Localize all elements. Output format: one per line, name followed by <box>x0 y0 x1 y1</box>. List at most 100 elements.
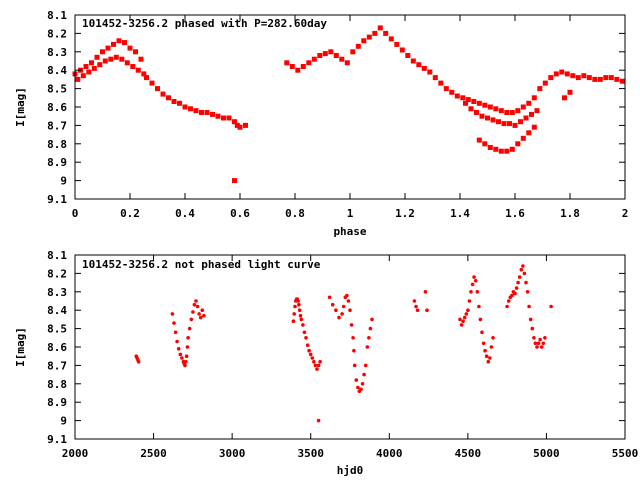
phased-data-point <box>471 99 477 104</box>
unphased-data-point <box>184 359 188 364</box>
phased-data-point <box>130 64 136 69</box>
unphased-data-point <box>536 341 541 346</box>
unphased-data-point <box>304 336 308 340</box>
phased-data-point <box>498 108 504 114</box>
phased-data-point <box>300 64 306 69</box>
phased-x-tick-label: 1.8 <box>560 207 580 220</box>
unphased-data-point <box>356 385 360 390</box>
unphased-data-point <box>185 345 190 349</box>
unphased-y-tick-labels: 8.1 8.2 8.3 8.4 8.5 8.6 8.7 8.8 8.9 9 9.1 <box>47 249 67 446</box>
phased-data-point <box>476 100 482 106</box>
phased-data-point <box>586 75 592 81</box>
unphased-data-point <box>330 302 335 307</box>
phased-data-point <box>366 34 372 40</box>
unphased-data-point <box>541 341 546 346</box>
unphased-axis-ticks <box>74 254 626 440</box>
unphased-y-tick-label: 9 <box>60 415 67 428</box>
unphased-data-point <box>363 363 368 368</box>
unphased-x-tick-label: 3000 <box>219 447 246 460</box>
phased-x-tick-label: 0.6 <box>230 207 250 220</box>
unphased-data-point <box>173 330 178 335</box>
phased-data-point <box>339 56 345 62</box>
unphased-data-point <box>189 317 194 322</box>
phased-data-point <box>509 110 515 115</box>
phased-data-point <box>177 100 182 106</box>
unphased-data-point <box>194 299 198 303</box>
phased-y-tick-label: 8.3 <box>47 46 67 59</box>
phased-data-point <box>476 137 482 143</box>
unphased-data-point <box>293 304 297 309</box>
unphased-data-point <box>296 299 300 303</box>
phased-data-point <box>570 73 576 79</box>
unphased-data-point <box>510 293 514 298</box>
phased-data-point <box>597 76 603 82</box>
unphased-data-point <box>483 348 487 353</box>
unphased-y-tick-label: 8.6 <box>47 341 67 354</box>
unphased-data-point <box>172 321 176 325</box>
unphased-data-point <box>532 336 536 340</box>
unphased-data-point <box>360 382 365 386</box>
unphased-data-point <box>462 315 467 320</box>
phased-x-tick-labels: 0 0.2 0.4 0.6 0.8 1 1.2 1.4 1.6 1.8 2 <box>72 207 629 220</box>
unphased-data-point <box>195 304 200 309</box>
phased-data-point <box>504 110 510 115</box>
phased-data-point <box>487 145 493 150</box>
phased-y-tick-label: 8.2 <box>47 27 67 40</box>
phased-data-point <box>155 86 160 92</box>
unphased-y-tick-label: 8.3 <box>47 286 67 299</box>
phased-plot-title: 101452-3256.2 phased with P=282.60day <box>82 17 327 30</box>
unphased-y-tick-label: 8.1 <box>47 249 67 262</box>
phased-data-point <box>80 73 86 79</box>
phased-data-point <box>210 111 215 117</box>
phased-y-tick-label: 9.1 <box>47 193 67 206</box>
phased-light-curve-panel: 0 0.2 0.4 0.6 0.8 1 1.2 1.4 1.6 1.8 2 8.1 8.2 8.3 8.4… <box>14 9 628 238</box>
phased-data-point <box>542 80 548 86</box>
unphased-data-point <box>297 302 301 307</box>
unphased-data-point <box>341 304 346 309</box>
phased-y-tick-label: 8.6 <box>47 101 67 114</box>
phased-data-point <box>89 60 94 66</box>
unphased-data-point <box>414 304 418 309</box>
unphased-x-tick-label: 2500 <box>140 447 167 460</box>
phased-data-point <box>496 119 501 125</box>
phased-y-tick-label: 8.7 <box>47 119 67 132</box>
phased-data-point <box>361 38 367 44</box>
unphased-data-point <box>312 359 316 364</box>
phased-data-point <box>619 78 625 84</box>
phased-x-tick-label: 1.6 <box>505 207 525 220</box>
unphased-data-point <box>505 304 509 309</box>
phased-x-tick-label: 0.2 <box>120 207 140 220</box>
phased-x-tick-label: 0.4 <box>175 207 195 220</box>
phased-data-point <box>559 69 565 75</box>
unphased-x-tick-labels: 2000 2500 3000 3500 4000 4500 5000 5500 <box>62 447 639 460</box>
phased-data-point <box>232 119 237 125</box>
phased-y-tick-labels: 8.1 8.2 8.3 8.4 8.5 8.6 8.7 8.8 8.9 9 9.1 <box>47 9 67 206</box>
phased-data-point <box>328 49 334 55</box>
unphased-data-point <box>412 299 417 303</box>
unphased-data-point <box>473 279 478 283</box>
phased-data-point <box>493 146 499 152</box>
unphased-data-point <box>484 354 489 359</box>
unphased-data-point <box>543 336 547 340</box>
unphased-data-point <box>506 299 511 303</box>
phased-plot-frame <box>74 14 626 200</box>
unphased-data-point <box>481 341 486 346</box>
phased-data-point <box>460 95 466 101</box>
unphased-data-point <box>302 330 307 335</box>
phased-data-point <box>91 65 97 71</box>
unphased-data-point <box>297 308 302 313</box>
phased-data-point <box>350 49 356 55</box>
phased-data-point <box>537 86 543 92</box>
unphased-data-point <box>423 290 428 294</box>
unphased-data-point <box>136 359 141 364</box>
phased-data-point <box>111 41 116 47</box>
unphased-data-point <box>480 330 484 335</box>
unphased-data-point <box>478 317 483 322</box>
phased-data-point <box>105 45 111 51</box>
phased-data-point <box>122 40 127 46</box>
phased-data-point <box>149 80 155 86</box>
phased-x-tick-label: 1.4 <box>450 207 470 220</box>
phased-data-point <box>372 30 378 36</box>
phased-data-point <box>438 80 444 86</box>
phased-data-point <box>232 178 237 184</box>
